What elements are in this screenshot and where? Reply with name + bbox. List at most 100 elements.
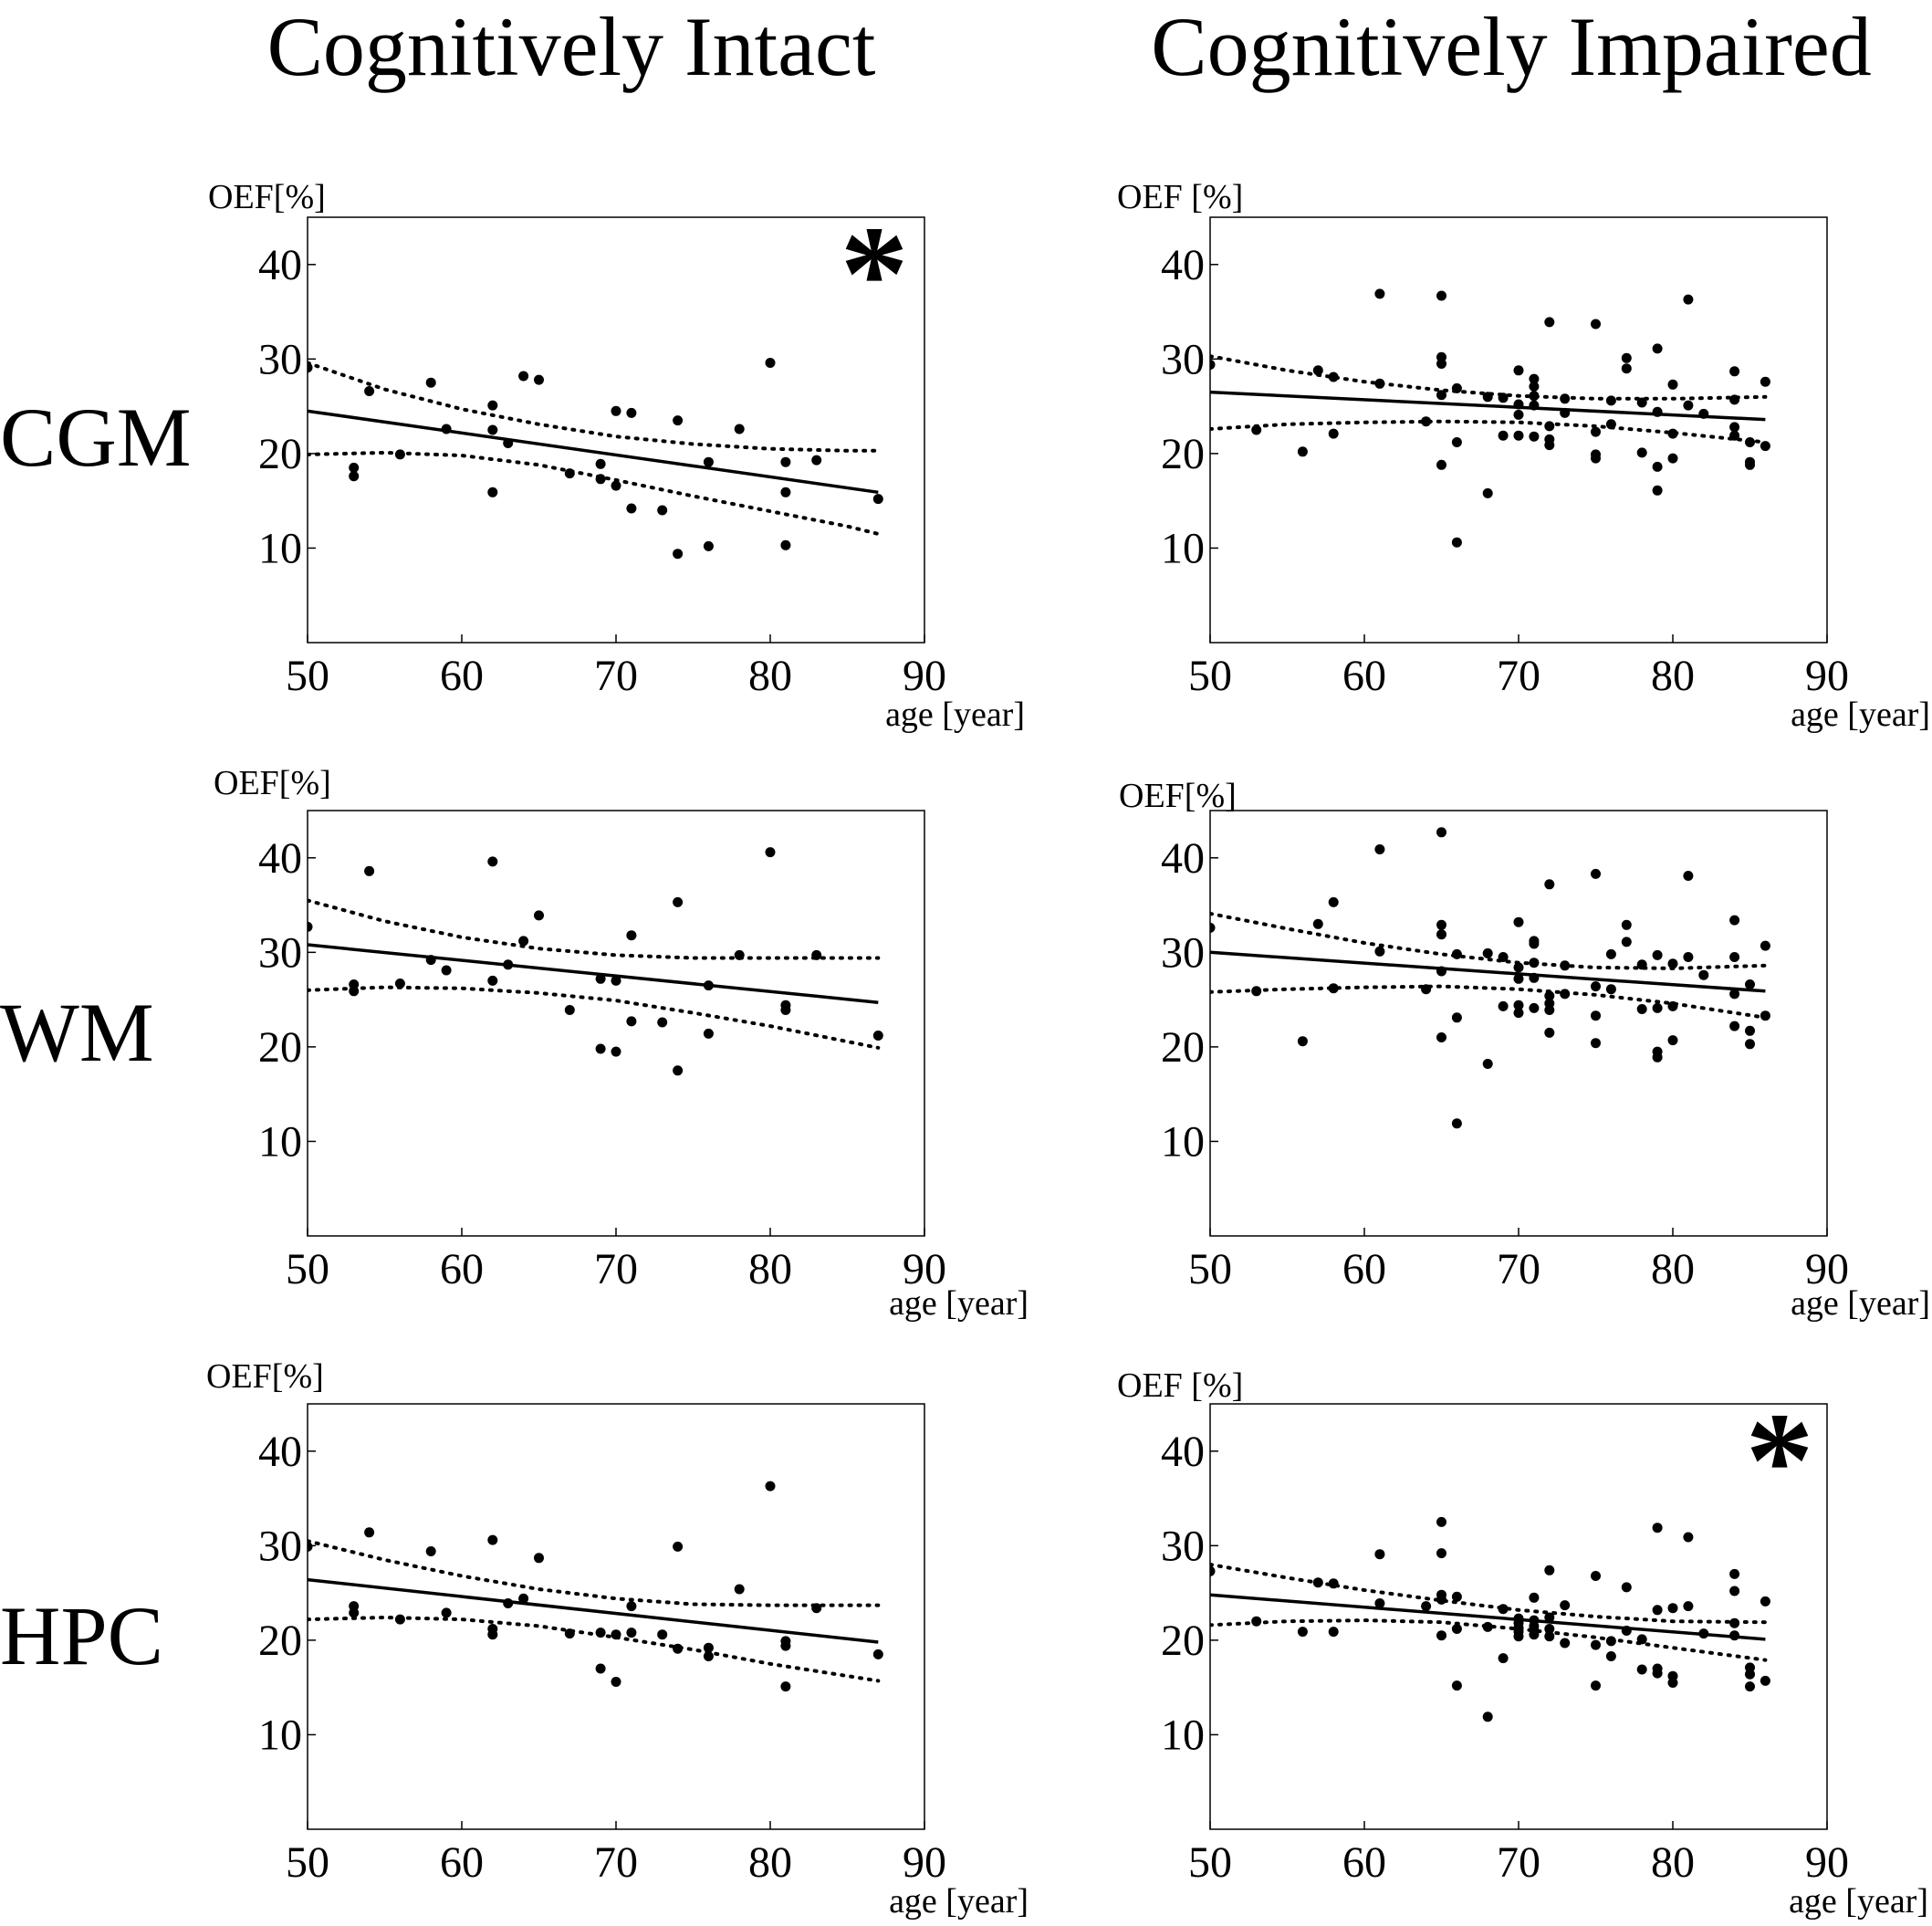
data-point [564, 1005, 575, 1015]
data-point [1436, 359, 1446, 369]
data-point [1312, 918, 1323, 929]
data-point [1729, 1586, 1740, 1596]
x-tick-label: 90 [903, 1245, 946, 1293]
data-point [1760, 376, 1770, 387]
y-tick-label: 10 [258, 524, 302, 572]
regression-line [308, 1577, 879, 1644]
data-point [1436, 1630, 1446, 1641]
data-point [308, 921, 313, 932]
data-point [1729, 1021, 1740, 1031]
data-point [1312, 365, 1323, 376]
data-point [703, 1651, 714, 1661]
data-point [1328, 983, 1339, 994]
data-point [780, 539, 791, 550]
data-point [1760, 1596, 1770, 1607]
data-point [1513, 365, 1524, 376]
data-point [1729, 394, 1740, 405]
data-point [1621, 1582, 1632, 1593]
plot-content [1210, 1516, 1770, 1722]
data-point [1374, 946, 1385, 957]
data-point [1745, 437, 1755, 447]
confidence-band-upper [1210, 911, 1768, 970]
data-point [534, 910, 544, 921]
plot-content [308, 847, 883, 1076]
data-point [1591, 1639, 1601, 1650]
data-point [1729, 915, 1740, 926]
data-point [308, 1541, 313, 1552]
x-tick-label: 50 [1188, 652, 1232, 700]
x-axis-title: age [year] [885, 696, 1025, 734]
data-point [1513, 399, 1524, 410]
data-point [503, 1598, 514, 1608]
data-point [394, 449, 405, 460]
x-tick-label: 80 [1651, 1245, 1695, 1293]
confidence-band-upper [1210, 1563, 1768, 1625]
data-point [1374, 844, 1385, 854]
data-point [673, 549, 684, 560]
data-point [1498, 1653, 1509, 1664]
data-point [1421, 1601, 1432, 1612]
data-point [1652, 949, 1663, 960]
data-point [503, 959, 514, 970]
data-point [1729, 430, 1740, 441]
data-point [1698, 408, 1709, 419]
data-point [611, 975, 621, 986]
panel-cgm-intact: 50 60 70 80 90 10 20 30 40 OEF[%] age [year] * [208, 178, 1025, 734]
data-point [1297, 1627, 1308, 1638]
data-point [1683, 294, 1694, 305]
data-point [1560, 960, 1571, 971]
data-point [394, 979, 405, 989]
data-point [1513, 430, 1524, 441]
y-tick-label: 20 [258, 430, 302, 478]
x-tick-label: 70 [1497, 1838, 1540, 1887]
x-tick-label: 70 [594, 652, 638, 700]
data-point [503, 438, 514, 448]
data-point [626, 1016, 637, 1027]
plot-content [1210, 288, 1770, 548]
data-point [1652, 1523, 1663, 1533]
row-label-hpc: HPC [0, 1589, 163, 1682]
data-point [1210, 1565, 1216, 1576]
data-point [1251, 986, 1262, 997]
data-point [1544, 1027, 1555, 1038]
y-axis-title: OEF[%] [206, 1357, 324, 1396]
regression-line [1210, 1593, 1766, 1641]
data-point [1667, 958, 1678, 969]
x-tick-label: 80 [748, 1838, 792, 1887]
data-point [1482, 947, 1493, 958]
data-point [1605, 948, 1616, 959]
data-point [1436, 1594, 1446, 1605]
y-tick-label: 30 [1161, 1522, 1205, 1570]
data-point [780, 487, 791, 497]
data-point [1482, 392, 1493, 403]
data-point [441, 965, 452, 976]
x-tick-label: 50 [286, 1245, 329, 1293]
y-tick-label: 20 [1161, 1617, 1205, 1665]
data-point [626, 407, 637, 418]
data-point [1683, 1532, 1694, 1543]
data-point [1498, 1000, 1509, 1011]
data-point [1297, 1036, 1308, 1047]
data-point [780, 1681, 791, 1692]
data-point [308, 362, 313, 373]
data-point [1312, 1577, 1323, 1588]
data-point [1544, 879, 1555, 890]
data-point [1760, 940, 1770, 951]
panels: 50 60 70 80 90 10 20 30 40 OEF[%] age [year] * 50 60 7… [206, 178, 1930, 1921]
data-point [394, 1614, 405, 1625]
data-point [1636, 959, 1647, 970]
x-axis-title: age [year] [1791, 696, 1930, 734]
data-point [1605, 984, 1616, 995]
y-tick-label: 10 [1161, 1711, 1205, 1759]
data-point [1745, 979, 1755, 989]
y-tick-label: 30 [1161, 928, 1205, 977]
x-tick-label: 90 [1805, 652, 1849, 700]
y-axis-title: OEF [%] [1117, 1366, 1243, 1405]
confidence-band-lower [308, 1615, 881, 1683]
data-point [1544, 990, 1555, 1001]
data-point [765, 1481, 776, 1492]
data-point [1729, 422, 1740, 433]
data-point [673, 415, 684, 426]
data-point [1667, 1603, 1678, 1614]
column-title-impaired: Cognitively Impaired [1151, 0, 1872, 93]
